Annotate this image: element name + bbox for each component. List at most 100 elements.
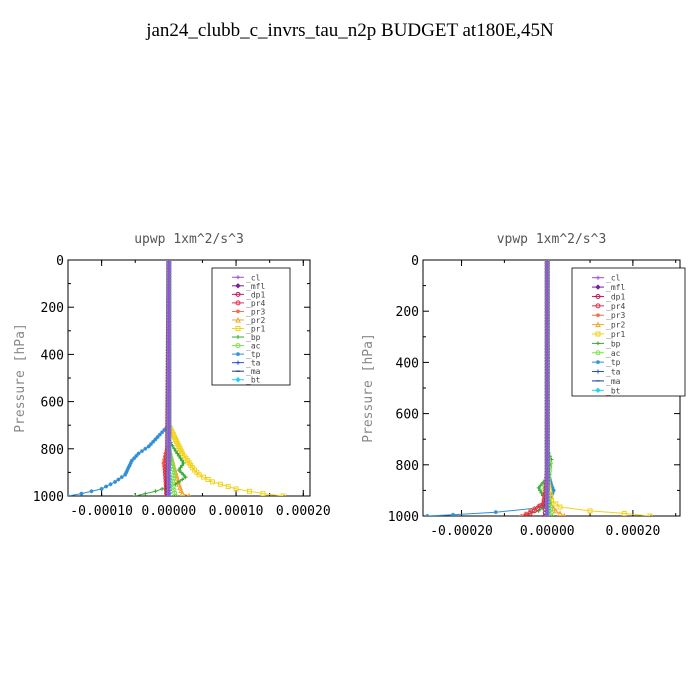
- legend-label: _bp: [246, 333, 261, 342]
- y-tick-label: 0: [56, 254, 64, 269]
- series-point-bp: [133, 494, 138, 496]
- legend-label: _pr2: [246, 316, 265, 325]
- series-point-pr1: [280, 493, 286, 496]
- legend-label: _pr4: [246, 299, 265, 308]
- legend-label: _pr1: [246, 325, 265, 334]
- legend-marker: [235, 326, 241, 331]
- legend-marker: [235, 291, 241, 297]
- series-line-tp: [68, 260, 170, 496]
- legend-label: _tp: [246, 350, 261, 359]
- series-point-tp: [425, 514, 430, 516]
- series-point-tp: [128, 460, 133, 465]
- legend-marker: [595, 321, 601, 328]
- legend-label: _ac: [246, 342, 261, 351]
- series-group: [425, 260, 653, 516]
- legend-marker: [595, 293, 601, 299]
- series-point-pr2: [557, 510, 563, 516]
- series-point-dp1: [164, 493, 170, 496]
- chart-panel-2: vpwp 1xm^2/s^3 Pressure [hPa] 0 200 400 600 80…: [361, 232, 686, 539]
- series-point-pr1: [553, 501, 559, 507]
- series-point-pr3: [523, 511, 528, 516]
- series-point-tp: [68, 494, 70, 496]
- legend-label: _ma: [246, 367, 261, 376]
- legend-label: _ta: [606, 368, 621, 377]
- series-point-tp: [126, 465, 131, 470]
- y-tick-label: 200: [41, 301, 64, 316]
- series-point-pr1: [217, 481, 223, 487]
- series-point-pr3: [542, 494, 547, 499]
- x-tick-label: 0.00010: [209, 504, 264, 519]
- series-point-bp: [180, 458, 185, 463]
- y-tick-label: 1000: [388, 510, 419, 525]
- chart-title: upwp 1xm^2/s^3: [134, 232, 244, 247]
- x-tick-label: 0.00000: [520, 524, 575, 539]
- series-point-ac: [173, 493, 179, 496]
- y-tick-label: 800: [396, 459, 419, 474]
- series-point-pr3: [532, 506, 537, 511]
- series-point-bp: [172, 446, 177, 451]
- series-point-pr2: [552, 507, 559, 514]
- legend-label: _pr1: [606, 330, 625, 339]
- x-tick-label: 0.00020: [276, 504, 331, 519]
- series-point-tp: [143, 446, 148, 451]
- series-point-pr1: [210, 479, 216, 485]
- series-point-bp: [178, 456, 183, 461]
- legend-marker: [596, 369, 600, 374]
- series-point-pr1: [247, 488, 252, 494]
- series-point-pr3: [162, 467, 167, 472]
- series-point-ac: [170, 475, 176, 481]
- legend-marker: [595, 284, 601, 290]
- legend: _cl_mfl_dp1_pr4_pr3_pr2_pr1_bp_ac_tp_ta_…: [571, 267, 686, 397]
- series-point-pr3: [528, 508, 533, 513]
- series-point-bp: [183, 475, 188, 480]
- legend-label: _ma: [606, 377, 621, 386]
- series-point-dp1: [542, 513, 548, 516]
- y-tick-label: 400: [41, 348, 64, 363]
- series-point-pr3: [162, 470, 167, 475]
- page-title: jan24_clubb_c_invrs_tau_n2p BUDGET at180…: [146, 20, 554, 41]
- series-point-pr4: [523, 513, 529, 516]
- legend-label: _dp1: [246, 290, 265, 299]
- legend-label: _dp1: [606, 292, 625, 301]
- y-axis-label: Pressure [hPa]: [13, 323, 28, 433]
- series-line-pr3: [521, 260, 548, 516]
- series-point-bp: [179, 470, 184, 475]
- legend-marker: [235, 377, 241, 383]
- series-point-bp: [178, 465, 183, 470]
- series-point-bp: [180, 477, 185, 482]
- x-tick-label: 0.00020: [605, 524, 660, 539]
- legend-marker: [235, 300, 241, 306]
- series-point-bp: [173, 449, 178, 454]
- series-point-tp: [155, 435, 160, 439]
- series-point-tp: [539, 503, 544, 508]
- series-point-pr4: [527, 510, 533, 516]
- series-point-bp: [176, 468, 181, 473]
- series-point-tp: [125, 468, 130, 473]
- legend-marker: [236, 335, 240, 340]
- series-line-tp: [427, 260, 555, 516]
- x-tick-label: 0.00000: [141, 504, 196, 519]
- series-point-ac: [171, 469, 177, 475]
- legend-marker: [595, 350, 601, 356]
- series-point-bp: [181, 460, 186, 465]
- series-point-tp: [450, 512, 455, 516]
- legend-label: _pr2: [606, 321, 625, 330]
- y-tick-label: 400: [396, 356, 419, 371]
- series-point-bp: [536, 485, 541, 490]
- legend-label: _pr3: [246, 307, 265, 316]
- series-point-pr3: [540, 501, 545, 506]
- series-point-pr3: [519, 514, 524, 516]
- chart-panel-1: upwp 1xm^2/s^3 Pressure [hPa] 0 200 400 600 80…: [13, 232, 331, 519]
- series-point-tp: [89, 489, 94, 494]
- series-point-tp: [151, 439, 156, 444]
- legend-marker: [596, 360, 600, 365]
- series-point-tp: [132, 456, 137, 461]
- legend-marker: [596, 275, 600, 280]
- series-point-bp: [180, 463, 185, 468]
- y-tick-label: 600: [41, 396, 64, 411]
- legend-label: _cl: [606, 274, 621, 283]
- legend-label: _bt: [606, 386, 621, 395]
- series-point-pr1: [557, 504, 563, 510]
- legend-label: _mfl: [606, 283, 625, 292]
- series-point-ac: [171, 466, 177, 472]
